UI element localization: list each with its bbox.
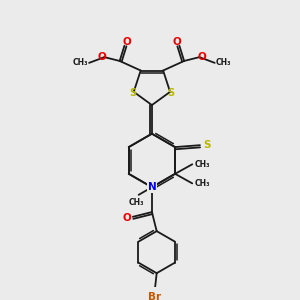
- Text: CH₃: CH₃: [73, 58, 88, 68]
- Text: O: O: [123, 213, 131, 223]
- Text: CH₃: CH₃: [129, 198, 145, 207]
- Text: S: S: [167, 88, 175, 98]
- Text: CH₃: CH₃: [194, 160, 210, 169]
- Text: N: N: [148, 182, 156, 192]
- Text: O: O: [172, 37, 181, 47]
- Text: O: O: [123, 37, 132, 47]
- Text: Br: Br: [148, 292, 161, 300]
- Text: S: S: [129, 88, 137, 98]
- Text: O: O: [97, 52, 106, 62]
- Text: O: O: [198, 52, 207, 62]
- Text: S: S: [203, 140, 210, 150]
- Text: CH₃: CH₃: [194, 179, 210, 188]
- Text: CH₃: CH₃: [216, 58, 231, 68]
